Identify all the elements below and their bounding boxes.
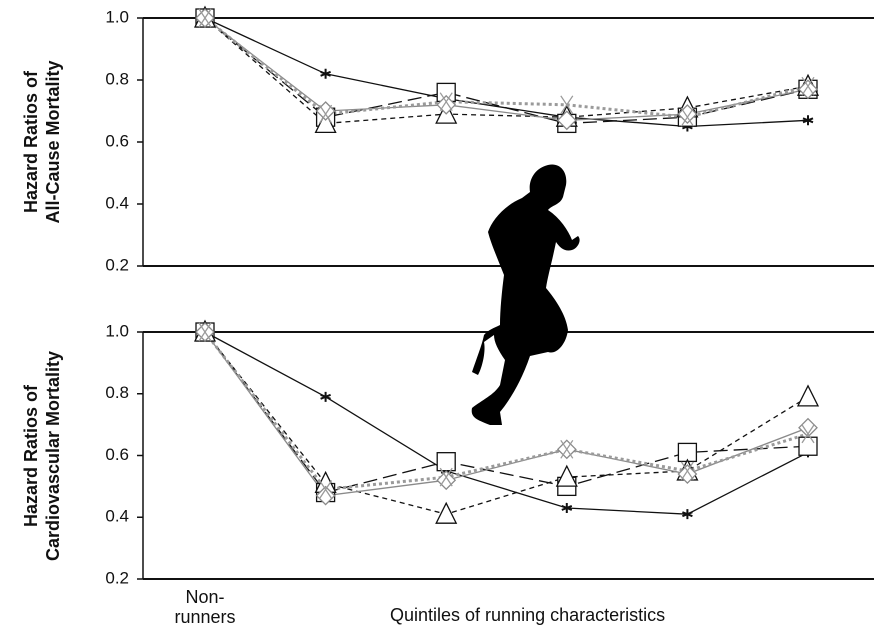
marker-x bbox=[198, 322, 212, 342]
marker-x bbox=[680, 107, 694, 127]
marker-star bbox=[320, 68, 331, 79]
series-line bbox=[204, 17, 809, 121]
y-tick-label: 1.0 bbox=[105, 7, 129, 26]
marker-x bbox=[680, 461, 694, 481]
marker-triangle bbox=[796, 384, 820, 407]
marker-x bbox=[801, 76, 815, 96]
series-line bbox=[204, 331, 809, 497]
marker-triangle bbox=[435, 501, 458, 524]
y-tick-label: 0.6 bbox=[105, 131, 129, 150]
y-tick-label: 0.2 bbox=[105, 255, 129, 274]
marker-square bbox=[436, 452, 456, 472]
y-tick-label: 1.0 bbox=[105, 321, 129, 340]
marker-diamond bbox=[798, 417, 818, 438]
marker-star bbox=[802, 115, 814, 126]
y-axis-label: Hazard Ratios of All-Cause Mortality bbox=[21, 60, 63, 224]
marker-x bbox=[198, 8, 212, 28]
marker-x bbox=[801, 424, 815, 444]
marker-x bbox=[560, 95, 574, 115]
marker-triangle bbox=[555, 464, 578, 487]
y-tick-label: 0.4 bbox=[105, 193, 129, 212]
marker-diamond bbox=[556, 110, 577, 131]
marker-diamond bbox=[315, 485, 336, 506]
marker-x bbox=[439, 92, 453, 112]
series-line bbox=[204, 17, 809, 125]
marker-x bbox=[319, 480, 333, 499]
y-tick-label: 0.8 bbox=[105, 69, 129, 88]
marker-diamond bbox=[436, 470, 457, 491]
series-line bbox=[204, 16, 809, 119]
x-axis-label: Quintiles of running characteristics bbox=[390, 605, 666, 625]
series-line bbox=[204, 17, 809, 125]
y-tick-label: 0.8 bbox=[105, 383, 129, 402]
x-tick-label: Non- runners bbox=[174, 587, 236, 627]
marker-star bbox=[320, 391, 331, 402]
y-tick-label: 0.4 bbox=[105, 507, 129, 526]
y-tick-label: 0.2 bbox=[105, 568, 129, 587]
series-line bbox=[204, 331, 809, 515]
marker-square bbox=[798, 436, 818, 456]
marker-star bbox=[561, 502, 573, 513]
runner-silhouette bbox=[471, 164, 580, 425]
y-axis-label: Hazard Ratios of Cardiovascular Mortalit… bbox=[21, 350, 63, 561]
marker-x bbox=[560, 439, 574, 459]
y-tick-label: 0.6 bbox=[105, 445, 129, 464]
marker-star bbox=[682, 509, 693, 520]
series-line bbox=[204, 331, 809, 494]
marker-x bbox=[439, 467, 453, 487]
series-line bbox=[204, 331, 809, 515]
marker-x bbox=[319, 104, 333, 124]
